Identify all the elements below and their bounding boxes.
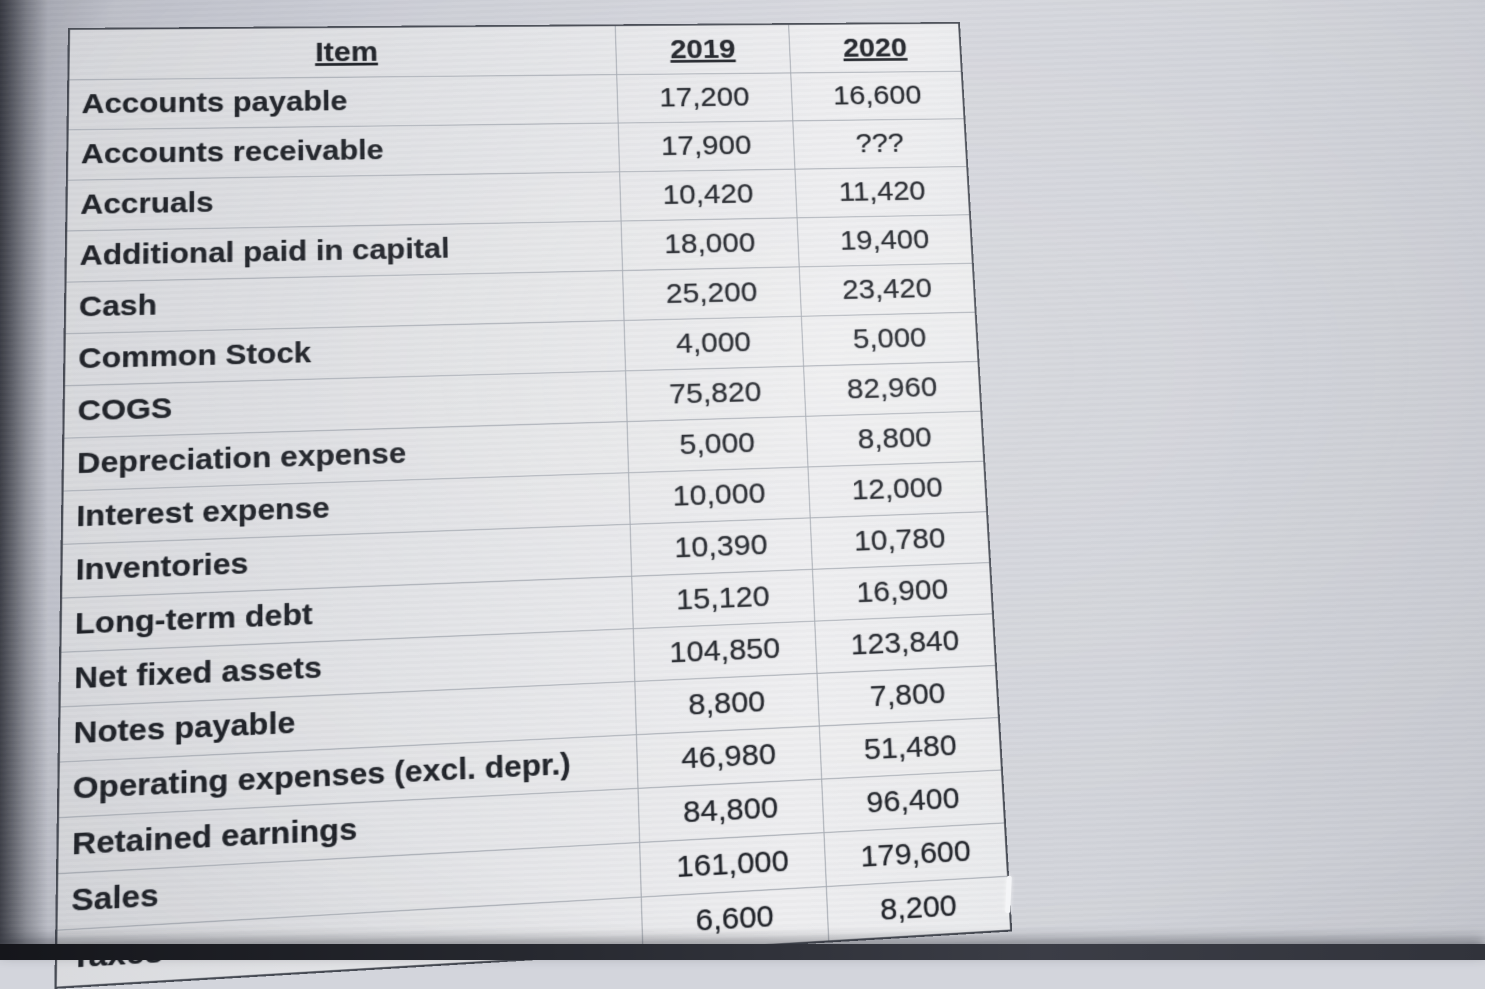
value-2020-cell: 5,000 <box>800 312 979 367</box>
value-2020-cell: 19,400 <box>796 214 973 267</box>
header-row: Item 2019 2020 <box>68 22 962 80</box>
item-label-cell: Accounts payable <box>67 74 618 130</box>
value-2019-cell: 75,820 <box>625 366 806 422</box>
column-header-2020: 2020 <box>788 22 962 73</box>
value-2019-cell: 18,000 <box>620 217 799 271</box>
value-2020-cell: 8,800 <box>805 411 985 467</box>
item-label-cell: Accounts receivable <box>66 123 620 181</box>
value-2019-cell: 10,420 <box>619 169 797 221</box>
value-2019-cell: 17,900 <box>617 120 795 172</box>
value-2019-cell: 25,200 <box>622 266 801 321</box>
value-2020-cell: 16,600 <box>790 71 965 121</box>
value-2019-cell: 10,000 <box>628 466 810 525</box>
value-2019-cell: 5,000 <box>626 416 808 473</box>
value-2020-cell: 51,480 <box>818 717 1002 780</box>
value-2019-cell: 10,390 <box>629 517 812 577</box>
left-edge-shadow <box>0 0 48 960</box>
value-2019-cell: 15,120 <box>631 569 815 629</box>
value-2020-cell: 123,840 <box>814 613 996 674</box>
column-header-item: Item <box>68 25 617 80</box>
financial-table-container: Item 2019 2020 Accounts payable 17,200 1… <box>54 21 1013 989</box>
table-header: Item 2019 2020 <box>68 22 962 80</box>
value-2020-cell: 11,420 <box>794 166 971 218</box>
table-body: Accounts payable 17,200 16,600 Accounts … <box>55 71 1012 988</box>
value-2019-cell: 104,850 <box>632 621 817 682</box>
value-2020-cell: ??? <box>792 118 968 170</box>
value-2020-cell: 8,200 <box>825 876 1012 942</box>
value-2019-cell: 8,800 <box>634 673 819 735</box>
screen-bottom-bezel <box>0 944 1485 960</box>
value-2019-cell: 4,000 <box>623 316 804 371</box>
value-2019-cell: 84,800 <box>637 779 824 843</box>
value-2019-cell: 6,600 <box>640 886 829 953</box>
value-2020-cell: 10,780 <box>809 511 991 570</box>
value-2020-cell: 23,420 <box>798 263 976 317</box>
column-header-2019: 2019 <box>614 24 791 75</box>
value-2020-cell: 96,400 <box>821 770 1005 833</box>
financial-table: Item 2019 2020 Accounts payable 17,200 1… <box>54 21 1013 989</box>
value-2020-cell: 7,800 <box>816 665 999 727</box>
value-2019-cell: 17,200 <box>616 72 793 124</box>
value-2020-cell: 82,960 <box>803 361 982 417</box>
value-2020-cell: 16,900 <box>811 562 993 622</box>
value-2020-cell: 12,000 <box>807 461 988 518</box>
value-2019-cell: 46,980 <box>635 726 822 789</box>
